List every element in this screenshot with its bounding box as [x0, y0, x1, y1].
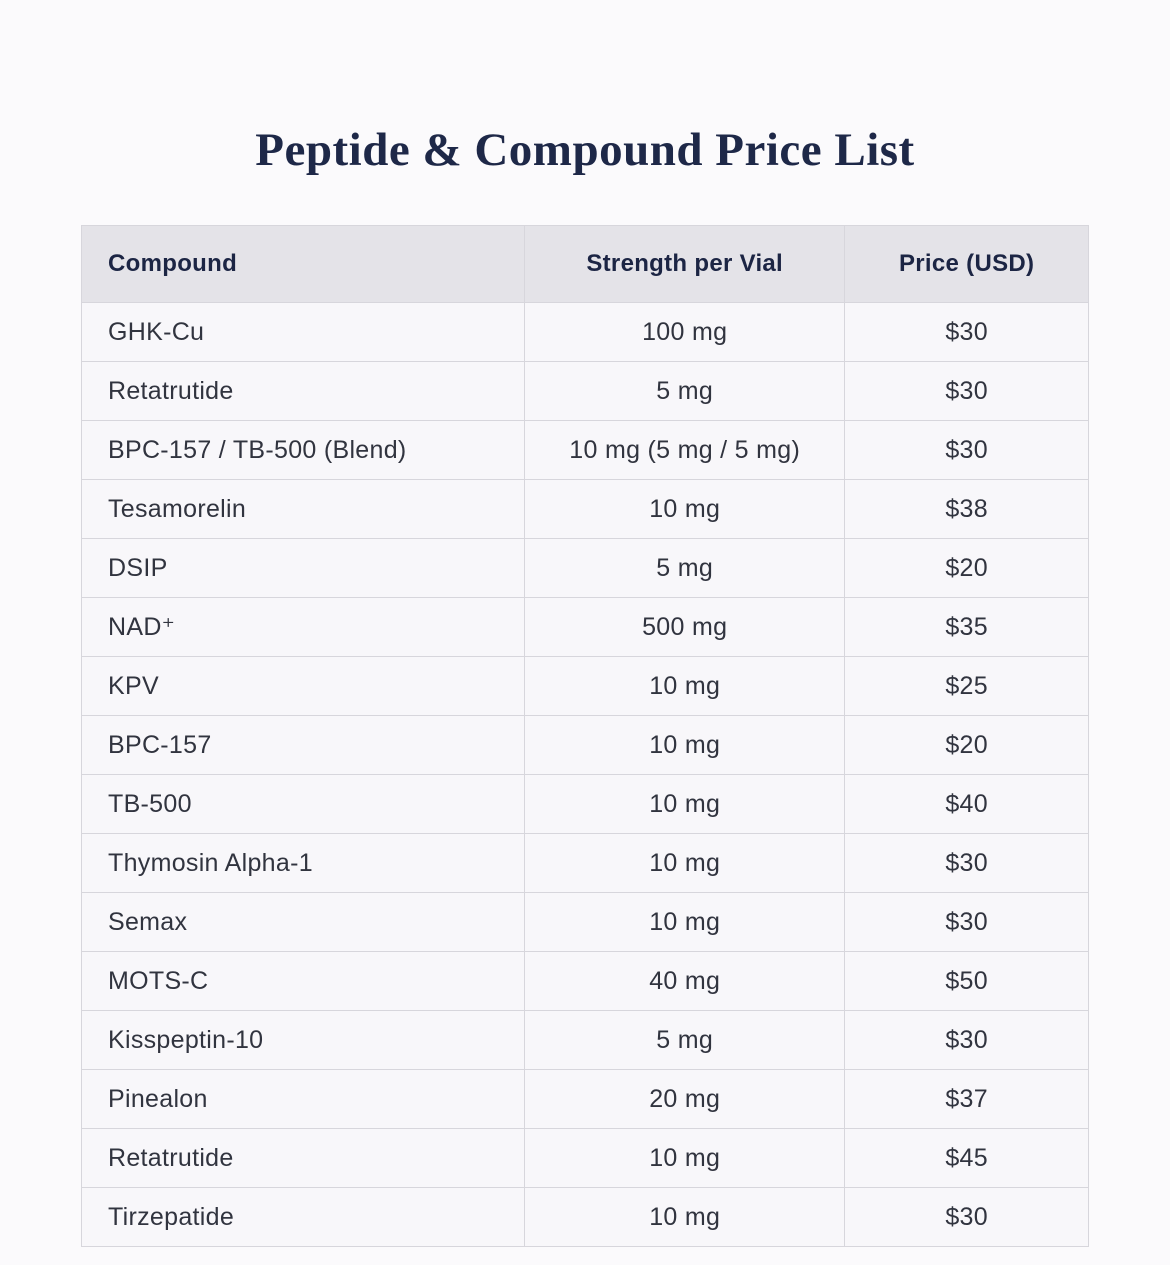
table-row: Tirzepatide 10 mg $30: [80, 1187, 1089, 1248]
compound-cell: TB-500: [80, 774, 526, 835]
compound-cell: GHK-Cu: [80, 302, 526, 363]
strength-cell: 5 mg: [524, 1010, 846, 1071]
price-cell: $30: [844, 1010, 1089, 1071]
compound-cell: BPC-157: [80, 715, 526, 776]
strength-cell: 40 mg: [524, 951, 846, 1012]
table-row: Retatrutide 5 mg $30: [80, 361, 1089, 422]
strength-cell: 10 mg (5 mg / 5 mg): [524, 420, 846, 481]
price-table-body: GHK-Cu 100 mg $30 Retatrutide 5 mg $30 B…: [80, 302, 1089, 1248]
strength-cell: 100 mg: [524, 302, 846, 363]
compound-cell: DSIP: [80, 538, 526, 599]
price-cell: $30: [844, 420, 1089, 481]
table-row: BPC-157 10 mg $20: [80, 715, 1089, 776]
table-row: Thymosin Alpha-1 10 mg $30: [80, 833, 1089, 894]
price-cell: $30: [844, 892, 1089, 953]
price-cell: $30: [844, 361, 1089, 422]
compound-cell: Thymosin Alpha-1: [80, 833, 526, 894]
strength-cell: 10 mg: [524, 1128, 846, 1189]
strength-cell: 5 mg: [524, 538, 846, 599]
compound-cell: Retatrutide: [80, 361, 526, 422]
price-cell: $30: [844, 302, 1089, 363]
compound-cell: Tirzepatide: [80, 1187, 526, 1248]
table-row: MOTS-C 40 mg $50: [80, 951, 1089, 1012]
strength-cell: 10 mg: [524, 656, 846, 717]
table-row: KPV 10 mg $25: [80, 656, 1089, 717]
compound-cell: Pinealon: [80, 1069, 526, 1130]
price-cell: $20: [844, 715, 1089, 776]
price-cell: $40: [844, 774, 1089, 835]
price-cell: $30: [844, 1187, 1089, 1248]
column-header-price: Price (USD): [844, 225, 1089, 304]
strength-cell: 500 mg: [524, 597, 846, 658]
price-cell: $20: [844, 538, 1089, 599]
strength-cell: 10 mg: [524, 892, 846, 953]
strength-cell: 10 mg: [524, 774, 846, 835]
strength-cell: 10 mg: [524, 715, 846, 776]
table-row: Retatrutide 10 mg $45: [80, 1128, 1089, 1189]
strength-cell: 10 mg: [524, 1187, 846, 1248]
column-header-strength: Strength per Vial: [524, 225, 846, 304]
compound-cell: Semax: [80, 892, 526, 953]
compound-cell: KPV: [80, 656, 526, 717]
price-cell: $25: [844, 656, 1089, 717]
table-row: Semax 10 mg $30: [80, 892, 1089, 953]
price-cell: $35: [844, 597, 1089, 658]
compound-cell: BPC-157 / TB-500 (Blend): [80, 420, 526, 481]
compound-cell: NAD⁺: [80, 597, 526, 658]
compound-cell: Kisspeptin-10: [80, 1010, 526, 1071]
table-row: NAD⁺ 500 mg $35: [80, 597, 1089, 658]
strength-cell: 20 mg: [524, 1069, 846, 1130]
price-cell: $38: [844, 479, 1089, 540]
strength-cell: 10 mg: [524, 833, 846, 894]
price-cell: $30: [844, 833, 1089, 894]
price-cell: $37: [844, 1069, 1089, 1130]
price-table-header: Compound Strength per Vial Price (USD): [80, 225, 1089, 304]
column-header-compound: Compound: [80, 225, 526, 304]
table-row: DSIP 5 mg $20: [80, 538, 1089, 599]
strength-cell: 10 mg: [524, 479, 846, 540]
compound-cell: Retatrutide: [80, 1128, 526, 1189]
price-cell: $45: [844, 1128, 1089, 1189]
compound-cell: Tesamorelin: [80, 479, 526, 540]
table-row: Tesamorelin 10 mg $38: [80, 479, 1089, 540]
table-row: Pinealon 20 mg $37: [80, 1069, 1089, 1130]
compound-cell: MOTS-C: [80, 951, 526, 1012]
table-row: BPC-157 / TB-500 (Blend) 10 mg (5 mg / 5…: [80, 420, 1089, 481]
table-row: Kisspeptin-10 5 mg $30: [80, 1010, 1089, 1071]
page-title: Peptide & Compound Price List: [255, 124, 915, 176]
table-row: TB-500 10 mg $40: [80, 774, 1089, 835]
header-row: Compound Strength per Vial Price (USD): [80, 225, 1089, 304]
price-table: Compound Strength per Vial Price (USD) G…: [80, 225, 1089, 1248]
strength-cell: 5 mg: [524, 361, 846, 422]
table-row: GHK-Cu 100 mg $30: [80, 302, 1089, 363]
price-cell: $50: [844, 951, 1089, 1012]
